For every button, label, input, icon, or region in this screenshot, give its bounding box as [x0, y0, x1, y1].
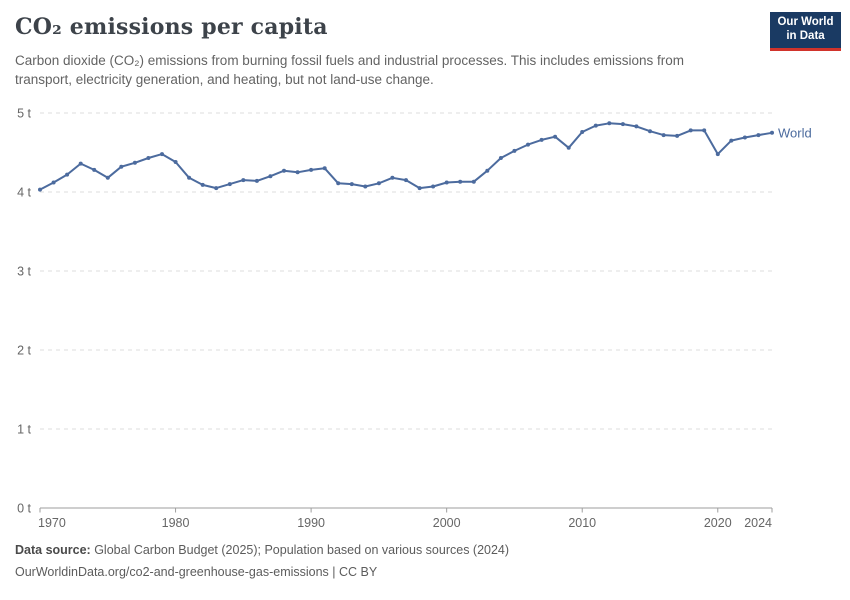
data-point	[282, 168, 286, 173]
data-point	[729, 138, 734, 143]
data-point	[607, 121, 612, 126]
y-axis-label: 4 t	[17, 186, 31, 200]
data-point	[417, 186, 422, 191]
x-axis-label: 2010	[568, 516, 596, 530]
data-point	[376, 181, 381, 186]
data-point	[254, 178, 259, 183]
data-point	[715, 152, 720, 157]
data-point	[200, 182, 205, 187]
series-label[interactable]: World	[778, 125, 812, 140]
data-point	[458, 179, 463, 184]
data-point	[526, 142, 530, 147]
data-point	[553, 134, 558, 139]
owid-logo-line1: Our World	[777, 16, 834, 28]
data-point	[132, 160, 137, 165]
data-point	[336, 181, 341, 186]
chart-subtitle: Carbon dioxide (CO₂) emissions from burn…	[15, 53, 685, 87]
data-point	[512, 148, 517, 153]
data-point	[620, 122, 625, 127]
y-axis-label: 1 t	[17, 423, 31, 437]
data-source-label: Data source:	[15, 543, 91, 557]
citation-link-line[interactable]: OurWorldinData.org/co2-and-greenhouse-ga…	[15, 565, 378, 579]
data-point	[363, 184, 368, 189]
data-point	[566, 145, 571, 150]
chart-title: CO₂ emissions per capita	[15, 14, 328, 40]
x-axis-label: 1990	[297, 516, 325, 530]
data-point	[78, 161, 83, 166]
data-point	[485, 168, 490, 173]
data-point	[146, 156, 151, 160]
y-axis-label: 0 t	[17, 502, 31, 516]
data-point	[227, 182, 232, 187]
x-axis-label: 1970	[38, 516, 66, 530]
data-point	[390, 175, 395, 180]
chart-svg: 0 t 1 t 2 t 3 t 4 t 5 t 1970 1980 1990 2000 2010 20…	[17, 107, 812, 531]
data-point	[119, 164, 124, 169]
owid-logo[interactable]: Our World in Data	[770, 12, 841, 51]
data-point	[309, 167, 314, 172]
data-point	[92, 167, 97, 172]
data-source-text: Global Carbon Budget (2025); Population …	[90, 543, 510, 557]
data-point	[756, 133, 761, 138]
data-point	[241, 178, 246, 183]
data-point	[498, 156, 503, 160]
data-point	[742, 135, 747, 140]
data-point	[539, 137, 544, 142]
data-point	[349, 182, 354, 187]
data-point	[661, 133, 666, 138]
data-point	[580, 130, 585, 134]
data-point	[431, 184, 436, 189]
chart-footer: Data source: Global Carbon Budget (2025)…	[15, 539, 509, 583]
data-point	[214, 186, 219, 191]
data-source-line: Data source: Global Carbon Budget (2025)…	[15, 539, 509, 561]
data-point	[105, 175, 110, 180]
data-point	[593, 123, 598, 128]
owid-logo-line2: in Data	[786, 30, 825, 42]
x-axis-label: 1980	[162, 516, 190, 530]
data-point	[648, 129, 652, 134]
y-axis-label: 3 t	[17, 265, 31, 279]
data-point	[38, 187, 42, 192]
data-point	[404, 178, 408, 183]
x-axis-label: 2000	[433, 516, 461, 530]
x-axis-label: 2020	[704, 516, 732, 530]
data-point	[268, 174, 273, 179]
data-point	[160, 152, 164, 157]
data-point	[444, 180, 449, 185]
data-point	[322, 166, 327, 171]
data-point	[173, 160, 178, 164]
data-point	[675, 133, 680, 138]
data-point	[295, 170, 300, 175]
data-point	[187, 175, 192, 180]
data-point	[471, 179, 476, 184]
data-point	[634, 124, 639, 129]
data-point	[51, 180, 56, 185]
y-axis-label: 5 t	[17, 107, 31, 121]
y-axis-label: 2 t	[17, 344, 31, 358]
data-point	[770, 130, 774, 135]
data-point	[65, 172, 70, 177]
data-point	[702, 128, 707, 133]
x-axis-label: 2024	[744, 516, 772, 530]
data-point	[688, 128, 693, 133]
